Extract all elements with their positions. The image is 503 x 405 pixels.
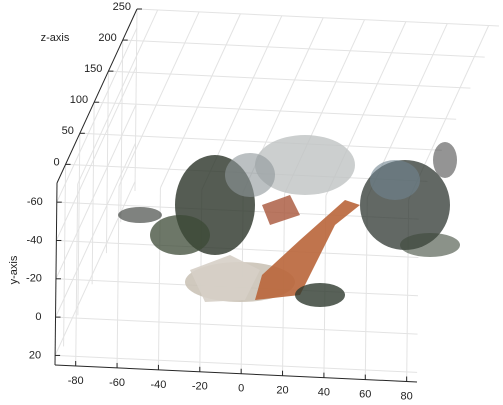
grid-line <box>55 354 418 373</box>
z-axis-label: z-axis <box>41 32 70 44</box>
grid-line <box>56 27 138 203</box>
grid-line <box>120 40 124 223</box>
grid-line <box>55 316 418 335</box>
y-tick-label: -20 <box>26 273 42 285</box>
grid-line <box>134 8 138 192</box>
x-tick-label: 40 <box>318 387 330 399</box>
grid-line <box>56 239 419 258</box>
cloud-tree-edge <box>433 142 457 178</box>
z-tick-label: 250 <box>113 1 131 13</box>
grid-line <box>63 164 67 347</box>
z-tick-label: 200 <box>98 32 116 44</box>
grid-line <box>54 181 136 356</box>
grid-line <box>77 133 81 316</box>
axis-layer: -80 -60 -40 -20 0 20 40 60 80-60-40-200200501001… <box>26 1 418 402</box>
x-tick-label: 60 <box>359 388 371 400</box>
y-tick-label: 0 <box>35 311 41 323</box>
x-tick-label: -40 <box>150 379 166 391</box>
z-tick-label: 0 <box>53 156 59 168</box>
y-axis-label: y-axis <box>8 255 20 284</box>
x-tick-label: -80 <box>68 375 84 387</box>
cloud-branch <box>118 207 162 223</box>
z-axis-line <box>56 8 138 184</box>
y-tick-label: 20 <box>29 349 41 361</box>
grid-line <box>55 104 137 279</box>
x-tick-label: -20 <box>192 381 208 393</box>
x-tick-label: -60 <box>109 377 125 389</box>
z-tick-label: 50 <box>62 125 74 137</box>
x-axis-line <box>54 364 418 383</box>
x-tick-label: 20 <box>276 385 288 397</box>
grid-line <box>79 132 442 151</box>
cloud-bush-right <box>400 233 460 257</box>
y-axis-line <box>54 182 58 366</box>
y-tick-label: -40 <box>26 234 42 246</box>
grid-line <box>118 11 200 187</box>
cloud-wall <box>225 153 275 197</box>
grid-line <box>105 71 109 254</box>
grid-line <box>108 70 471 89</box>
point-cloud <box>118 135 460 307</box>
cloud-roof <box>255 200 360 300</box>
z-tick-label: 150 <box>84 63 102 75</box>
grid-line <box>77 9 159 185</box>
grid-line <box>94 101 457 120</box>
grid-line <box>159 13 241 189</box>
y-tick-label: -60 <box>27 196 43 208</box>
cloud-sky-right <box>370 160 420 200</box>
x-tick-label: 80 <box>401 390 413 402</box>
grid-line <box>91 102 95 285</box>
cloud-bush <box>150 215 210 255</box>
cloud-roof-back <box>262 195 300 225</box>
cloud-sky <box>255 135 355 195</box>
grid-line <box>75 183 79 366</box>
x-tick-label: 0 <box>238 383 244 395</box>
grid-line <box>55 66 137 241</box>
grid-line <box>122 39 485 58</box>
cloud-shadow <box>295 283 345 307</box>
cloud-ground <box>190 255 260 302</box>
grid-line <box>136 8 500 27</box>
z-tick-label: 100 <box>70 94 88 106</box>
grid-line <box>55 142 136 318</box>
